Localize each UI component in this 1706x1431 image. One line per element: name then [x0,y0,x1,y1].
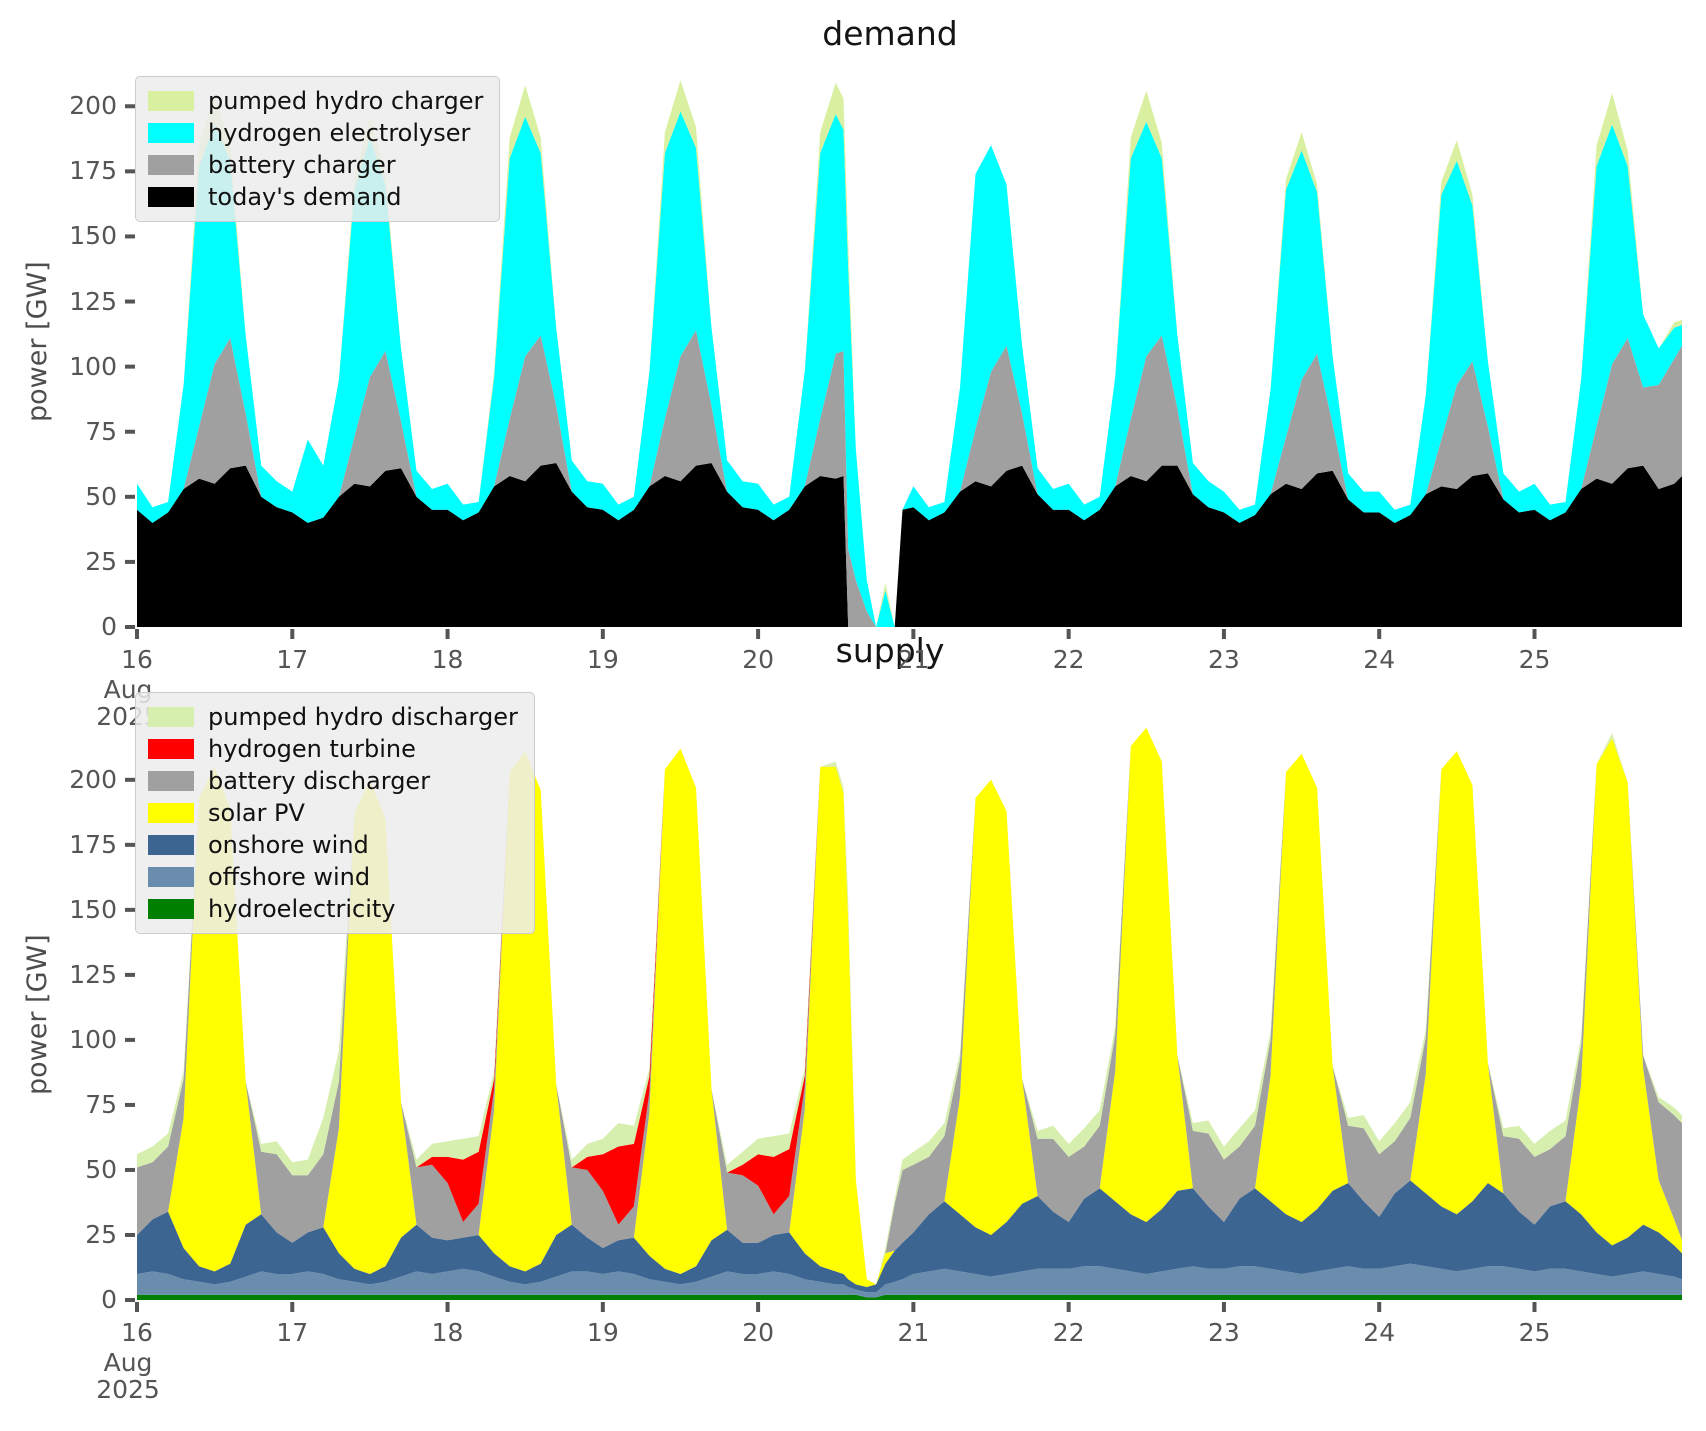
y-tick-label: 75 [85,1089,117,1119]
supply-x-axis-month-label: Aug [103,1348,153,1377]
legend-swatch-pumped-hydro-discharger [148,707,194,727]
legend-label: battery discharger [208,767,431,795]
y-tick-label: 150 [69,894,117,924]
y-tick-label: 150 [69,221,117,251]
legend-label: solar PV [208,799,305,827]
y-tick-label: 0 [101,612,117,641]
y-tick-label: 25 [85,546,117,576]
legend-swatch-battery-charger [148,155,194,175]
legend-entry-battery-charger: battery charger [148,151,483,179]
legend-swatch-today-s-demand [148,187,194,207]
legend-swatch-offshore-wind [148,867,194,887]
x-tick-label: 25 [1518,645,1551,674]
x-tick-label: 18 [431,1318,464,1347]
supply-legend: pumped hydro discharger hydrogen turbine b… [135,692,535,934]
x-tick-label: 22 [1052,645,1085,674]
x-tick-label: 21 [897,645,930,674]
legend-label: hydrogen turbine [208,735,416,763]
y-tick-label: 0 [101,1285,117,1314]
x-tick-label: 16 [121,1318,153,1347]
legend-entry-onshore-wind: onshore wind [148,831,518,859]
y-tick-label: 125 [69,286,117,316]
y-tick-label: 175 [69,829,117,859]
x-tick-label: 21 [897,1318,930,1347]
x-tick-label: 23 [1208,645,1240,674]
demand-legend: pumped hydro charger hydrogen electrolyse… [135,76,501,222]
y-tick-label: 200 [69,91,117,121]
area-offshore-wind [137,1263,1682,1298]
legend-entry-hydrogen-electrolyser: hydrogen electrolyser [148,119,483,147]
y-tick-label: 25 [85,1219,117,1249]
y-tick-label: 175 [69,156,117,186]
x-tick-label: 23 [1208,1318,1240,1347]
x-tick-label: 20 [742,645,774,674]
demand-y-axis-label: power [GW] [22,261,53,422]
area-onshore-wind [137,1180,1682,1293]
legend-swatch-hydroelectricity [148,899,194,919]
supply-chart-title: supply [835,631,945,670]
supply-y-axis-label: power [GW] [22,934,53,1095]
x-tick-label: 24 [1363,645,1396,674]
legend-entry-hydrogen-turbine: hydrogen turbine [148,735,518,763]
legend-label: onshore wind [208,831,369,859]
legend-swatch-hydrogen-electrolyser [148,123,194,143]
x-tick-label: 20 [742,1318,774,1347]
legend-swatch-pumped-hydro-charger [148,91,194,111]
legend-entry-hydroelectricity: hydroelectricity [148,895,518,923]
legend-entry-pumped-hydro-discharger: pumped hydro discharger [148,703,518,731]
area-battery-discharger [137,727,1682,1285]
x-tick-label: 18 [431,645,464,674]
y-tick-label: 100 [69,1024,117,1054]
area-hydroelectricity [137,1294,1682,1300]
legend-label: hydroelectricity [208,895,396,923]
x-tick-label: 22 [1052,1318,1085,1347]
area-battery-charger [137,330,1682,627]
legend-entry-today-s-demand: today's demand [148,183,483,211]
y-tick-label: 200 [69,764,117,794]
y-tick-label: 75 [85,416,117,446]
x-tick-label: 17 [276,1318,309,1347]
legend-swatch-battery-discharger [148,771,194,791]
area-hydrogen-electrolyser [137,111,1682,627]
x-tick-label: 24 [1363,1318,1396,1347]
x-tick-label: 25 [1518,1318,1551,1347]
legend-label: battery charger [208,151,396,179]
legend-entry-offshore-wind: offshore wind [148,863,518,891]
legend-label: pumped hydro discharger [208,703,518,731]
legend-entry-solar-pv: solar PV [148,799,518,827]
y-tick-label: 50 [85,481,117,511]
x-tick-label: 16 [121,645,153,674]
y-tick-label: 50 [85,1154,117,1184]
legend-label: pumped hydro charger [208,87,484,115]
area-today-s-demand [137,463,1682,627]
legend-label: hydrogen electrolyser [208,119,471,147]
x-tick-label: 19 [586,1318,619,1347]
legend-label: today's demand [208,183,402,211]
supply-x-axis-year-label: 2025 [96,1375,160,1404]
x-tick-label: 17 [276,645,309,674]
demand-chart-title: demand [822,14,958,53]
legend-entry-battery-discharger: battery discharger [148,767,518,795]
y-tick-label: 125 [69,959,117,989]
legend-label: offshore wind [208,863,371,891]
y-tick-label: 100 [69,351,117,381]
legend-swatch-hydrogen-turbine [148,739,194,759]
legend-swatch-onshore-wind [148,835,194,855]
legend-entry-pumped-hydro-charger: pumped hydro charger [148,87,483,115]
x-tick-label: 19 [586,645,619,674]
legend-swatch-solar-pv [148,803,194,823]
